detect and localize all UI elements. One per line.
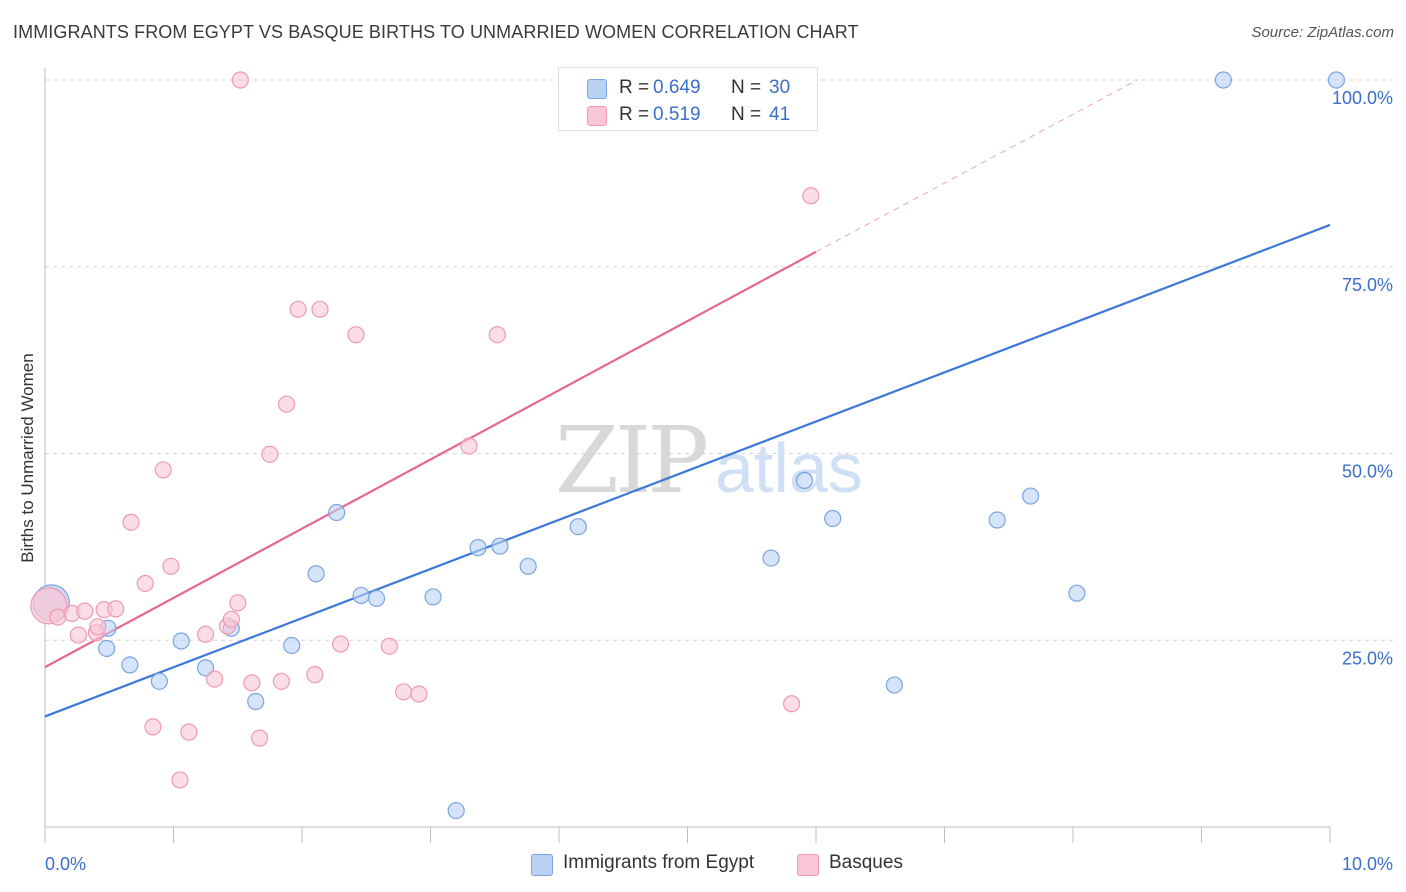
point-basques: [410, 685, 428, 703]
point-basques: [69, 626, 88, 644]
trend-lines: [44, 79, 1331, 718]
point-basques: [243, 674, 261, 692]
source-label: Source: ZipAtlas.com: [1251, 24, 1394, 41]
watermark-zip: ZIP: [555, 407, 706, 514]
point-egypt: [307, 565, 325, 583]
legend-row-basques: R = 0.519 N = 41: [559, 102, 817, 128]
point-basques: [197, 625, 215, 643]
point-basques: [136, 574, 154, 593]
point-egypt: [98, 639, 116, 658]
legend-n-value: 30: [769, 77, 791, 98]
point-egypt: [283, 636, 301, 655]
chart-title: IMMIGRANTS FROM EGYPT VS BASQUE BIRTHS T…: [13, 22, 859, 42]
y-tick-label: 50.0%: [1342, 462, 1393, 482]
point-basques: [289, 300, 307, 318]
point-egypt: [569, 518, 587, 536]
point-egypt: [469, 539, 487, 557]
point-egypt: [172, 632, 190, 650]
y-tick-label: 25.0%: [1342, 648, 1393, 668]
point-egypt: [795, 471, 814, 489]
point-egypt: [121, 656, 139, 674]
gridlines: [45, 79, 1395, 641]
point-basques: [154, 461, 172, 479]
point-egypt: [1327, 71, 1346, 89]
point-basques: [222, 610, 240, 628]
series-label-egypt: Immigrants from Egypt: [563, 852, 755, 873]
point-basques: [122, 513, 140, 531]
trend-line-basques: [44, 250, 817, 669]
legend-n-label: N =: [731, 104, 762, 125]
point-egypt: [885, 676, 903, 694]
axes: [44, 68, 1331, 843]
point-basques: [76, 602, 94, 620]
point-basques: [261, 445, 279, 463]
point-basques: [394, 683, 413, 701]
watermark-atlas: atlas: [715, 429, 863, 507]
point-basques: [180, 723, 198, 741]
legend-r-label: R =: [619, 77, 650, 98]
point-basques: [171, 771, 189, 789]
tick-labels: 25.0% 50.0% 75.0% 100.0% 0.0% 10.0%: [45, 88, 1393, 874]
x-tick-label: 0.0%: [45, 854, 86, 874]
point-basques: [231, 71, 249, 89]
point-basques: [277, 395, 296, 413]
point-basques: [250, 729, 269, 747]
data-points: [30, 71, 1346, 820]
point-basques: [347, 326, 365, 344]
y-tick-label: 75.0%: [1342, 275, 1393, 295]
point-basques: [107, 600, 125, 618]
point-egypt: [247, 692, 265, 711]
point-egypt: [988, 511, 1006, 529]
point-egypt: [352, 586, 370, 605]
point-basques: [306, 666, 324, 684]
legend-swatch-egypt: [587, 79, 607, 99]
point-basques: [782, 695, 801, 713]
point-egypt: [1021, 487, 1040, 505]
legend-n-value: 41: [769, 104, 791, 125]
point-basques: [460, 437, 478, 455]
legend-swatch-basques: [587, 106, 607, 126]
point-egypt: [824, 509, 842, 528]
point-egypt: [197, 659, 215, 677]
series-swatch-basques: [797, 854, 819, 876]
point-basques: [162, 557, 180, 575]
legend-r-value: 0.649: [653, 77, 701, 98]
point-basques: [380, 637, 398, 655]
y-tick-label: 100.0%: [1332, 88, 1393, 108]
legend-n-label: N =: [731, 77, 762, 98]
point-egypt: [1068, 584, 1086, 602]
point-egypt: [424, 588, 442, 606]
point-egypt: [519, 557, 537, 575]
point-basques: [802, 187, 820, 205]
correlation-legend: R = 0.649 N = 30 R = 0.519 N = 41: [558, 67, 818, 131]
point-basques: [206, 670, 224, 688]
point-egypt: [1214, 71, 1232, 89]
point-basques: [49, 608, 67, 626]
point-basques: [331, 635, 350, 653]
series-label-basques: Basques: [829, 852, 903, 873]
point-basques: [229, 594, 247, 612]
legend-r-label: R =: [619, 104, 650, 125]
trend-extension-basques: [815, 79, 1138, 253]
point-egypt: [762, 549, 780, 567]
point-basques: [144, 718, 162, 736]
series-swatch-egypt: [531, 854, 553, 876]
point-basques: [272, 672, 291, 690]
x-tick-label: 10.0%: [1342, 854, 1393, 874]
trend-line-egypt: [44, 223, 1331, 718]
point-basques: [311, 300, 329, 318]
legend-row-egypt: R = 0.649 N = 30: [559, 75, 817, 101]
watermark: ZIP atlas: [555, 407, 863, 514]
point-egypt: [328, 503, 346, 522]
point-basques: [89, 618, 107, 636]
point-egypt: [150, 672, 168, 690]
point-egypt: [491, 537, 509, 555]
point-egypt: [447, 801, 465, 820]
legend-r-value: 0.519: [653, 104, 701, 125]
point-basques: [488, 326, 506, 344]
point-egypt: [367, 589, 386, 608]
